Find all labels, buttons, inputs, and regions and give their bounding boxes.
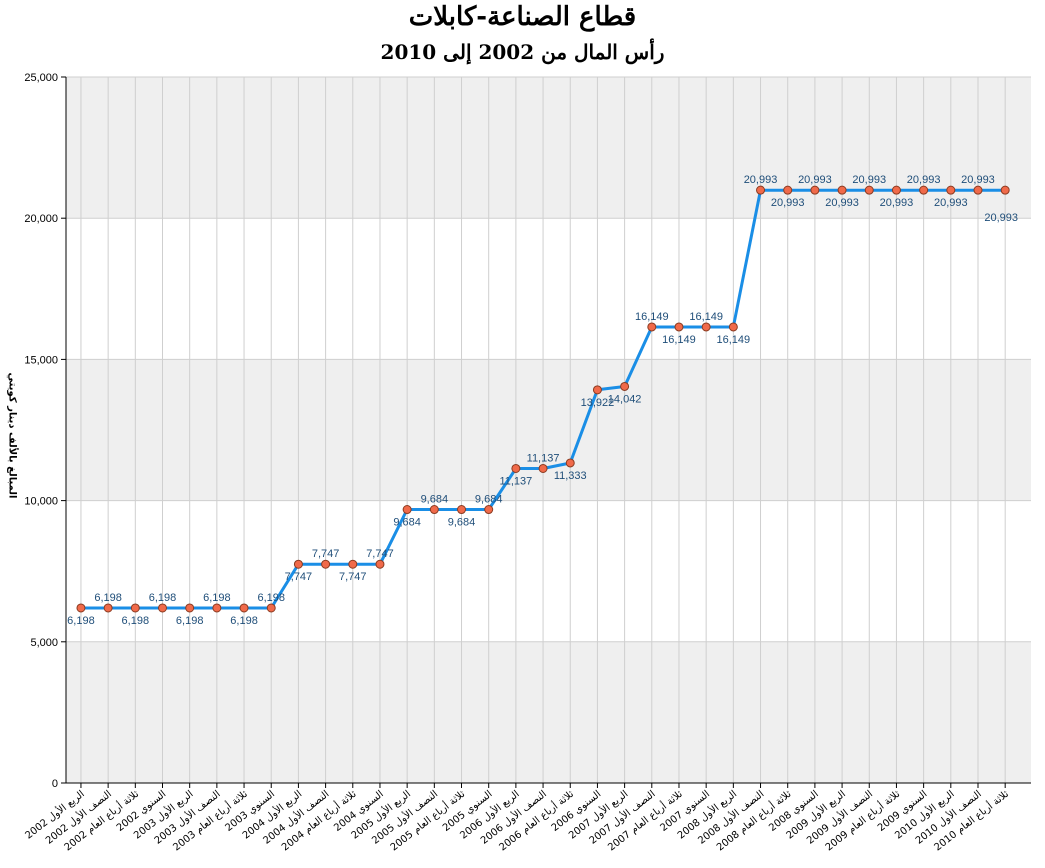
grid-lines: [66, 76, 1031, 784]
data-point: [864, 185, 874, 195]
data-point: [538, 463, 548, 473]
data-label: 6,198: [67, 615, 95, 627]
y-tick-label: 0: [52, 778, 58, 790]
chart-title: قطاع الصناعة-كابلات: [408, 2, 637, 32]
data-label: 20,993: [852, 174, 886, 186]
band: [66, 641, 1031, 783]
data-label: 6,198: [149, 592, 177, 604]
data-point: [756, 185, 766, 195]
data-point: [783, 185, 793, 195]
background-bands: [66, 77, 1031, 783]
data-point: [728, 322, 738, 332]
data-point: [239, 603, 249, 613]
y-tick-label: 25,000: [24, 72, 58, 84]
data-label: 20,993: [984, 212, 1018, 224]
data-point: [375, 559, 385, 569]
data-label: 20,993: [771, 197, 805, 209]
data-label: 13,922: [581, 397, 615, 409]
data-point: [565, 458, 575, 468]
data-label: 7,747: [285, 571, 313, 583]
data-point: [348, 559, 358, 569]
data-point: [837, 185, 847, 195]
data-point: [130, 603, 140, 613]
data-point: [620, 381, 630, 391]
data-label: 9,684: [393, 517, 421, 529]
y-tick-label: 10,000: [24, 496, 58, 508]
data-point: [647, 322, 657, 332]
data-point: [185, 603, 195, 613]
data-point: [321, 559, 331, 569]
data-label: 20,993: [744, 174, 778, 186]
data-label: 9,684: [475, 494, 503, 506]
data-label: 14,042: [608, 393, 642, 405]
data-label: 20,993: [880, 197, 914, 209]
data-label: 16,149: [689, 311, 723, 323]
data-point: [674, 322, 684, 332]
data-point: [1000, 185, 1010, 195]
data-label: 9,684: [421, 494, 449, 506]
data-label: 6,198: [94, 592, 122, 604]
data-label: 6,198: [230, 615, 258, 627]
data-point: [701, 322, 711, 332]
data-label: 9,684: [448, 517, 476, 529]
data-point: [511, 463, 521, 473]
data-label: 16,149: [717, 334, 751, 346]
data-label: 6,198: [203, 592, 231, 604]
data-point: [158, 603, 167, 613]
data-label: 11,137: [527, 452, 560, 464]
data-label: 11,333: [554, 470, 587, 482]
data-point: [266, 603, 276, 613]
data-point: [810, 185, 820, 195]
data-label: 16,149: [662, 334, 696, 346]
data-label: 20,993: [825, 197, 859, 209]
data-label: 20,993: [961, 174, 995, 186]
data-labels: 6,1986,1986,1986,1986,1986,1986,1986,198…: [67, 174, 1018, 627]
data-point: [293, 559, 303, 569]
chart-subtitle: رأس المال من 2002 إلى 2010: [380, 40, 665, 64]
data-point: [592, 385, 602, 395]
y-tick-label: 15,000: [24, 354, 58, 366]
data-point: [212, 603, 222, 613]
data-label: 20,993: [934, 197, 968, 209]
data-point: [919, 185, 929, 195]
band: [66, 359, 1031, 501]
data-point: [402, 505, 412, 515]
y-tick-label: 20,000: [24, 213, 58, 225]
data-point: [103, 603, 113, 613]
data-label: 7,747: [339, 571, 367, 583]
data-point: [457, 505, 467, 515]
data-point: [891, 185, 901, 195]
y-tick-label: 5,000: [30, 637, 58, 649]
y-tick-labels: 0 5,000 10,000 15,000 20,000 25,000: [24, 72, 58, 790]
axes: [61, 76, 1031, 788]
data-label: 6,198: [122, 615, 150, 627]
data-point: [973, 185, 983, 195]
data-label: 6,198: [176, 615, 204, 627]
data-label: 7,747: [366, 548, 394, 560]
data-point: [946, 185, 956, 195]
data-point: [76, 603, 86, 613]
band: [66, 77, 1031, 219]
data-point: [484, 505, 494, 515]
data-label: 11,137: [499, 475, 532, 487]
data-label: 6,198: [257, 592, 285, 604]
data-point: [429, 505, 439, 515]
data-label: 20,993: [798, 174, 832, 186]
data-label: 20,993: [907, 174, 941, 186]
data-label: 16,149: [635, 311, 669, 323]
data-label: 7,747: [312, 548, 340, 560]
data-points: [76, 185, 1010, 613]
